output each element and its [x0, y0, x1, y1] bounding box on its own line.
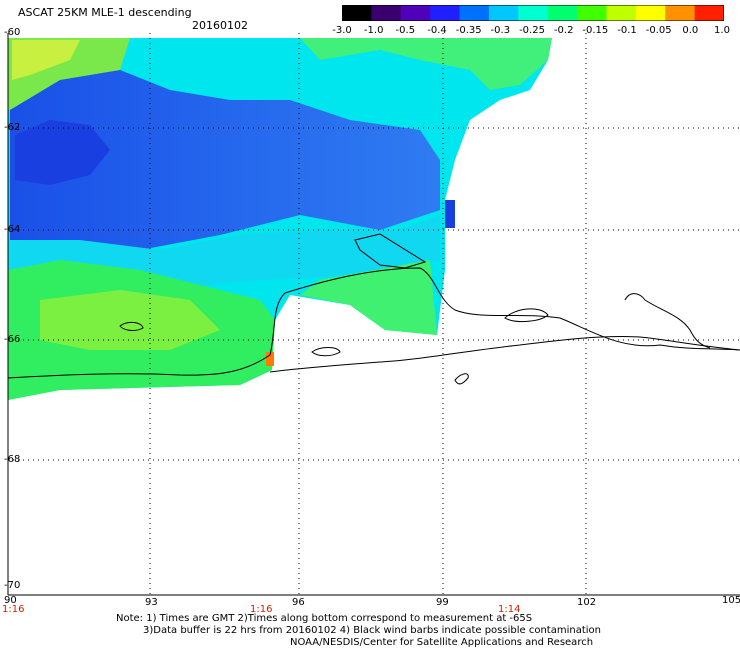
data-field-blue-edge: [445, 200, 455, 228]
colorbar-segment: [606, 5, 637, 21]
colorbar-segment: [577, 5, 607, 21]
map-date: 20160102: [192, 19, 248, 32]
data-field-blue: [10, 70, 440, 250]
data-field-green-bright: [40, 290, 220, 350]
colorbar-tick-label: -0.1: [617, 25, 637, 36]
colorbar-tick-label: -0.5: [395, 25, 416, 36]
colorbar-tick-label: -3.0: [332, 25, 352, 36]
axis-frame: [7, 33, 740, 596]
colorbar-segment: [371, 5, 402, 21]
colorbar-tick-label: 0.0: [682, 25, 699, 36]
colorbar-segment: [430, 5, 461, 21]
time-label: 1:16: [2, 604, 25, 615]
coastline: [7, 233, 740, 385]
colorbar-tick-label: -0.35: [455, 25, 482, 36]
colorbar: [342, 5, 724, 21]
colorbar-segment: [547, 5, 578, 21]
map-title: ASCAT 25KM MLE-1 descending: [18, 6, 192, 19]
colorbar-tick-label: -0.2: [553, 25, 574, 36]
lon-label: 102: [577, 597, 597, 608]
colorbar-tick-labels: -3.0 -1.0 -0.5 -0.4 -0.35 -0.3 -0.25 -0.2 -0.15-…: [330, 25, 740, 39]
colorbar-tick-label: -0.25: [519, 25, 545, 36]
footnote-line-3: NOAA/NESDIS/Center for Satellite Applica…: [290, 637, 594, 648]
data-field-blue-deep: [15, 120, 110, 185]
lat-label: -60: [4, 27, 21, 38]
colorbar-tick-label: -0.05: [645, 25, 672, 36]
colorbar-segment: [518, 5, 549, 21]
data-field-orange-spot: [266, 352, 274, 366]
colorbar-tick-label: -1.0: [363, 25, 384, 36]
data-field-ne: [300, 38, 552, 90]
data-field: [8, 38, 552, 400]
colorbar-segment: [342, 5, 372, 21]
colorbar-tick-label: -0.3: [490, 25, 511, 36]
lon-label: 96: [292, 597, 305, 608]
time-label: 1:16: [250, 604, 273, 615]
colorbar-segment: [635, 5, 666, 21]
footnote-line-2: 3)Data buffer is 22 hrs from 20160102 4)…: [143, 625, 601, 636]
grid-lines: [8, 33, 740, 595]
lat-label: -70: [4, 580, 21, 591]
time-label: 1:14: [498, 604, 521, 615]
colorbar-tick-label: 1.0: [714, 25, 730, 36]
lon-label: 105: [722, 595, 740, 606]
lat-label: -68: [4, 454, 21, 465]
colorbar-tick-label: -0.4: [427, 25, 447, 36]
colorbar-segment: [665, 5, 696, 21]
lat-label: -62: [4, 122, 21, 133]
lon-label: 90: [4, 595, 17, 606]
colorbar-segment: [400, 5, 431, 21]
lat-label: -64: [4, 224, 21, 235]
data-field-green-east: [300, 260, 437, 335]
data-field-nw-core: [12, 40, 80, 80]
colorbar-segment: [694, 5, 724, 21]
lon-label: 93: [145, 597, 158, 608]
lon-label: 99: [436, 597, 449, 608]
colorbar-segment: [459, 5, 490, 21]
colorbar-tick-label: -0.15: [582, 25, 609, 36]
lat-label: -66: [4, 334, 21, 345]
colorbar-segment: [488, 5, 519, 21]
footnote-line-1: Note: 1) Times are GMT 2)Times along bot…: [116, 613, 533, 624]
